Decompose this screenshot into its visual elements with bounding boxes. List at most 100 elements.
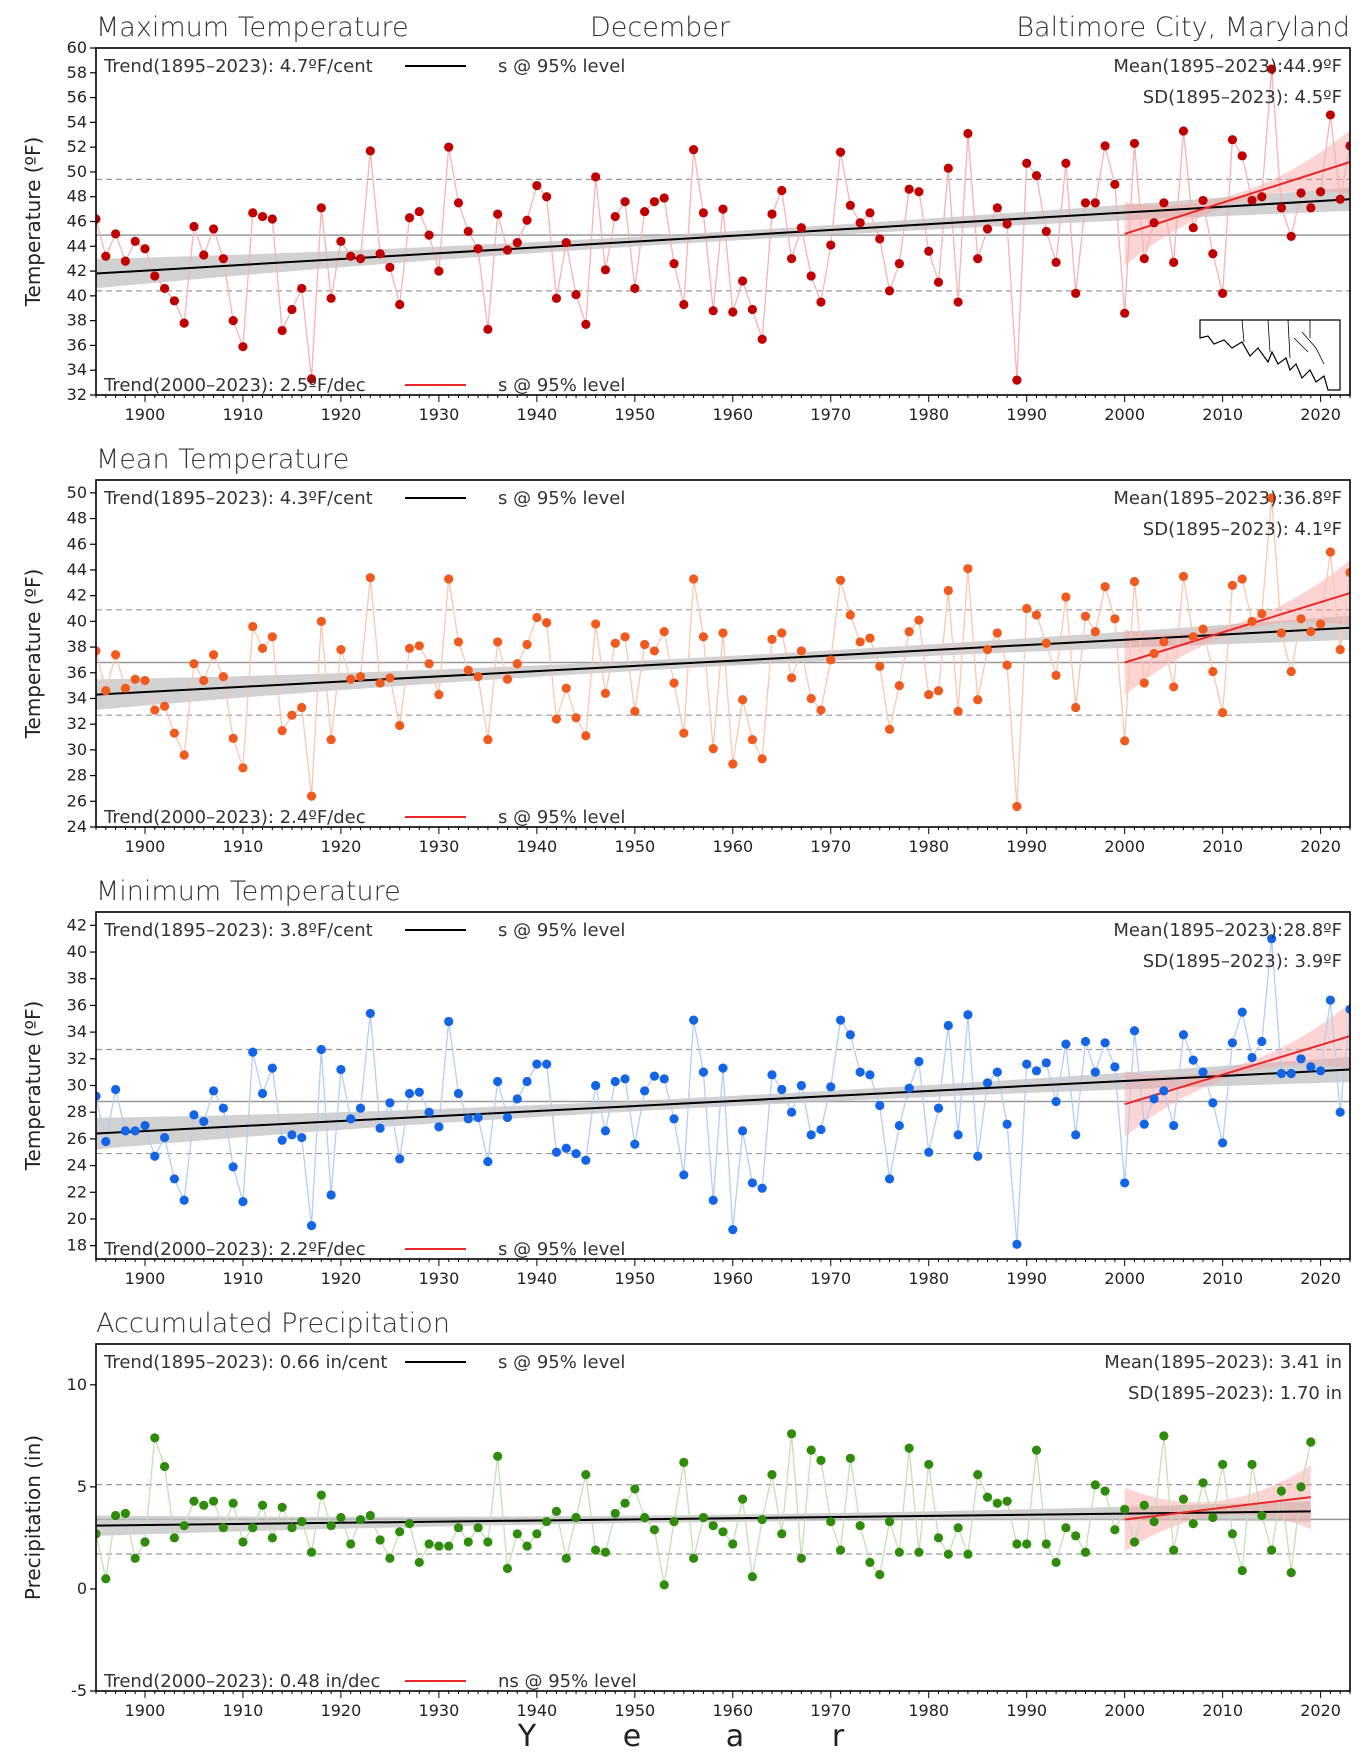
x-tick-label: 2000: [1104, 1701, 1145, 1720]
data-point: [610, 1076, 620, 1087]
data-point: [718, 628, 728, 638]
trend-short-significance: s @ 95% level: [498, 375, 625, 396]
data-point: [1129, 138, 1140, 149]
panel-mean-temperature: 24 26 28 30 32 34 36 38 40 42 44 46 48 50 1900 1910 1920…: [21, 444, 1351, 856]
data-point: [1129, 1537, 1140, 1547]
data-point: [1169, 1120, 1179, 1131]
data-point: [355, 1514, 366, 1525]
data-point: [659, 1580, 669, 1590]
data-point: [1218, 288, 1228, 298]
data-point: [395, 1527, 405, 1537]
long-trend-band: [96, 187, 1350, 289]
data-point: [110, 650, 121, 660]
data-point: [649, 197, 660, 207]
data-point: [1198, 1067, 1208, 1077]
x-tick-label: 1990: [1006, 1269, 1047, 1288]
trend-long-significance: s @ 95% level: [498, 1352, 625, 1373]
data-point: [199, 250, 209, 260]
data-point: [1267, 1545, 1277, 1555]
x-tick-label: 1900: [125, 1269, 166, 1288]
data-point: [855, 637, 865, 647]
data-point: [551, 1506, 562, 1516]
data-point: [943, 1020, 953, 1031]
data-point: [757, 754, 767, 764]
data-point: [1110, 179, 1120, 189]
data-point: [747, 1178, 757, 1188]
long-trend-band: [96, 1056, 1350, 1150]
y-tick-label: 46: [67, 534, 87, 553]
y-tick-label: 34: [67, 688, 87, 707]
x-tick-label: 1970: [810, 1269, 851, 1288]
data-point: [620, 197, 630, 207]
data-point: [924, 1147, 934, 1157]
data-point: [1071, 288, 1081, 298]
data-point: [708, 744, 718, 754]
x-tick-label: 1920: [321, 1269, 362, 1288]
data-point: [542, 1516, 552, 1527]
data-point: [96, 646, 101, 656]
data-point: [924, 690, 934, 700]
data-point: [1345, 1004, 1350, 1015]
data-point: [1061, 158, 1071, 168]
data-point: [1227, 580, 1238, 590]
data-point: [228, 316, 238, 326]
data-point: [914, 615, 924, 625]
data-point: [179, 318, 189, 328]
data-point: [1051, 257, 1061, 267]
x-tick-label: 1970: [810, 1701, 851, 1720]
data-point: [1306, 627, 1316, 637]
data-point: [1178, 1494, 1189, 1504]
data-point: [522, 215, 532, 225]
data-point: [1002, 660, 1012, 670]
data-point: [904, 1083, 914, 1093]
y-tick-label: 30: [67, 1076, 87, 1095]
x-tick-label: 1910: [223, 837, 264, 856]
data-point: [277, 1135, 287, 1145]
x-tick-label: 1990: [1006, 405, 1047, 424]
data-point: [610, 1508, 620, 1519]
data-point: [395, 1154, 405, 1164]
data-point: [973, 1151, 983, 1161]
data-point: [571, 290, 581, 300]
data-point: [708, 306, 718, 316]
data-point: [728, 307, 738, 317]
trend-short-significance: s @ 95% level: [498, 1239, 625, 1260]
y-tick-label: 50: [67, 162, 87, 181]
data-point: [1100, 1038, 1110, 1048]
data-point: [493, 209, 503, 219]
data-point: [551, 714, 562, 724]
data-point: [1071, 1130, 1081, 1140]
data-point: [463, 226, 473, 237]
data-point: [698, 208, 709, 218]
header-left-title: Maximum Temperature: [96, 12, 409, 43]
data-point: [1198, 1478, 1208, 1488]
x-tick-label: 1900: [125, 837, 166, 856]
data-point: [1208, 666, 1218, 677]
data-point: [150, 1151, 160, 1161]
data-point: [796, 646, 806, 656]
data-point: [522, 1541, 532, 1551]
data-point: [845, 610, 855, 620]
data-point: [1198, 195, 1208, 206]
data-point: [453, 1523, 464, 1533]
data-point: [395, 299, 405, 310]
x-tick-label: 2010: [1202, 1269, 1243, 1288]
data-point: [1041, 638, 1051, 648]
x-tick-label: 1940: [517, 405, 558, 424]
x-tick-label: 2010: [1202, 405, 1243, 424]
data-point: [640, 639, 650, 650]
data-point: [1247, 616, 1257, 626]
data-point: [1169, 257, 1179, 267]
data-point: [875, 661, 885, 671]
data-point: [816, 297, 826, 307]
data-point: [1022, 158, 1032, 168]
data-point: [179, 1195, 189, 1205]
data-point: [1100, 582, 1110, 592]
y-tick-label: 24: [67, 817, 87, 836]
data-point: [502, 245, 513, 255]
data-point: [336, 1064, 346, 1075]
data-point: [610, 638, 620, 648]
data-point: [287, 710, 297, 720]
trend-short-annotation: Trend(2000–2023): 2.2ºF/dec: [103, 1239, 366, 1260]
